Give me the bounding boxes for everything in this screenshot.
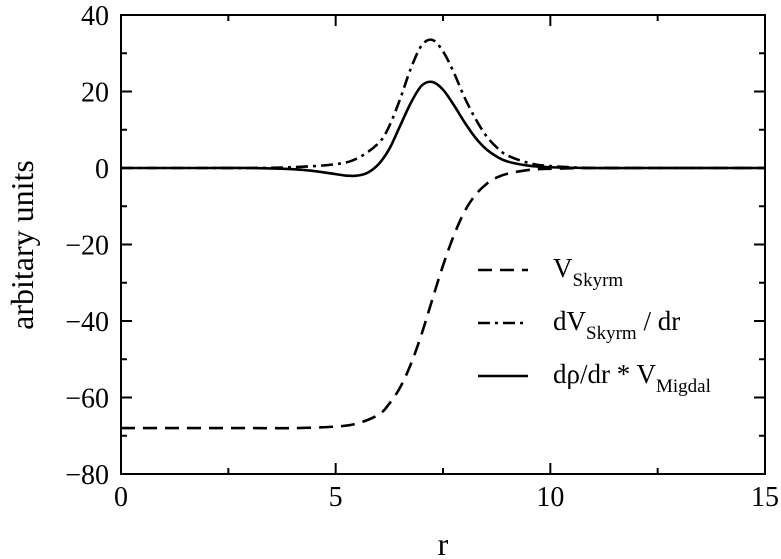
- series-line-dvskyrm: [121, 38, 765, 170]
- legend-label-subscript: Migdal: [656, 376, 711, 397]
- series-line-vskyrm: [121, 166, 765, 430]
- legend-label-main: V: [553, 253, 573, 283]
- y-tick-label: 20: [81, 78, 109, 109]
- x-axis-title: r: [438, 526, 449, 559]
- legend-label-main: dV: [553, 306, 587, 336]
- legend-label-vskyrm: VSkyrm: [553, 253, 623, 291]
- legend-label-drho: dρ/dr * VMigdal: [553, 359, 711, 397]
- y-tick-label: −20: [65, 231, 109, 262]
- series-layer: [121, 38, 765, 430]
- x-tick-label: 15: [751, 482, 779, 513]
- legend-label-dvskyrm: dVSkyrm / dr: [553, 306, 680, 344]
- x-tick-label: 10: [536, 482, 564, 513]
- legend-label-subscript: Skyrm: [573, 270, 624, 291]
- axis-ticks: 0 5 10 15 40 20 0 −20 −40 −60 −80: [65, 1, 779, 513]
- legend-label-subscript: Skyrm: [586, 323, 637, 344]
- y-tick-label: −80: [65, 460, 109, 491]
- x-tick-label: 5: [329, 482, 343, 513]
- y-tick-label: −60: [65, 384, 109, 415]
- y-tick-label: 0: [95, 154, 109, 185]
- series-line-drho: [121, 80, 765, 178]
- y-axis-title: arbitary units: [4, 160, 40, 330]
- legend-label-tail: / dr: [637, 306, 681, 336]
- plot-frame: [120, 14, 766, 475]
- y-tick-label: 40: [81, 1, 109, 32]
- y-tick-label: −40: [65, 307, 109, 338]
- x-tick-label: 0: [114, 482, 128, 513]
- legend-label-main: dρ/dr * V: [553, 359, 656, 389]
